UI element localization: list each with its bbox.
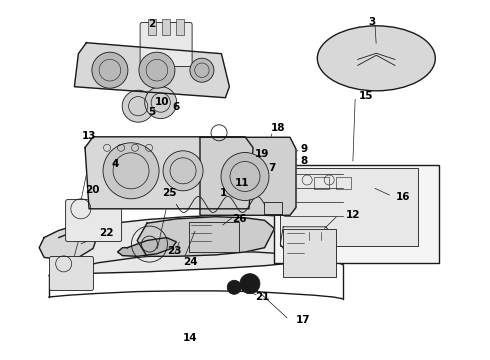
Text: 3: 3 (369, 17, 376, 27)
Circle shape (163, 151, 203, 191)
Text: 10: 10 (154, 96, 169, 107)
Circle shape (240, 274, 260, 294)
Text: 9: 9 (300, 144, 307, 154)
Bar (283, 229, 336, 276)
Text: 8: 8 (300, 156, 307, 166)
Text: 25: 25 (162, 188, 176, 198)
Text: 26: 26 (232, 214, 246, 224)
Bar (189, 222, 239, 252)
Circle shape (139, 52, 175, 88)
Text: 6: 6 (173, 102, 180, 112)
Text: 14: 14 (183, 333, 197, 343)
Circle shape (244, 278, 256, 290)
Ellipse shape (318, 26, 435, 91)
Polygon shape (280, 227, 329, 248)
Bar (314, 177, 329, 189)
Text: 1: 1 (220, 188, 226, 198)
Polygon shape (74, 43, 229, 98)
Polygon shape (85, 137, 253, 209)
Bar (162, 19, 170, 35)
Circle shape (92, 52, 128, 88)
Text: 16: 16 (395, 192, 410, 202)
Text: 13: 13 (82, 131, 97, 141)
Circle shape (227, 280, 241, 294)
Polygon shape (59, 215, 333, 275)
Polygon shape (200, 137, 296, 215)
FancyBboxPatch shape (140, 22, 192, 67)
Polygon shape (118, 238, 176, 256)
Text: 15: 15 (359, 91, 374, 102)
Circle shape (190, 58, 214, 82)
Bar (148, 19, 156, 35)
Bar (176, 19, 184, 35)
Bar (274, 165, 440, 263)
FancyBboxPatch shape (66, 199, 122, 242)
Circle shape (103, 143, 159, 199)
Bar (336, 177, 351, 189)
FancyBboxPatch shape (49, 256, 94, 291)
Text: 18: 18 (271, 123, 286, 133)
Text: 4: 4 (111, 159, 119, 169)
Text: 2: 2 (148, 19, 155, 30)
Text: 21: 21 (255, 292, 270, 302)
Text: 17: 17 (295, 315, 310, 325)
Circle shape (122, 90, 154, 122)
Text: 11: 11 (235, 178, 250, 188)
Text: 5: 5 (148, 107, 155, 117)
Text: 22: 22 (99, 228, 114, 238)
Circle shape (145, 87, 177, 118)
Polygon shape (39, 226, 98, 259)
Text: 7: 7 (268, 163, 276, 174)
Text: 19: 19 (255, 149, 270, 159)
Polygon shape (137, 217, 274, 256)
Text: 20: 20 (85, 185, 99, 195)
Text: 23: 23 (167, 246, 181, 256)
Bar (264, 202, 282, 214)
Text: 12: 12 (345, 210, 360, 220)
Text: 24: 24 (183, 257, 197, 267)
Circle shape (221, 153, 269, 201)
Bar (280, 168, 418, 247)
